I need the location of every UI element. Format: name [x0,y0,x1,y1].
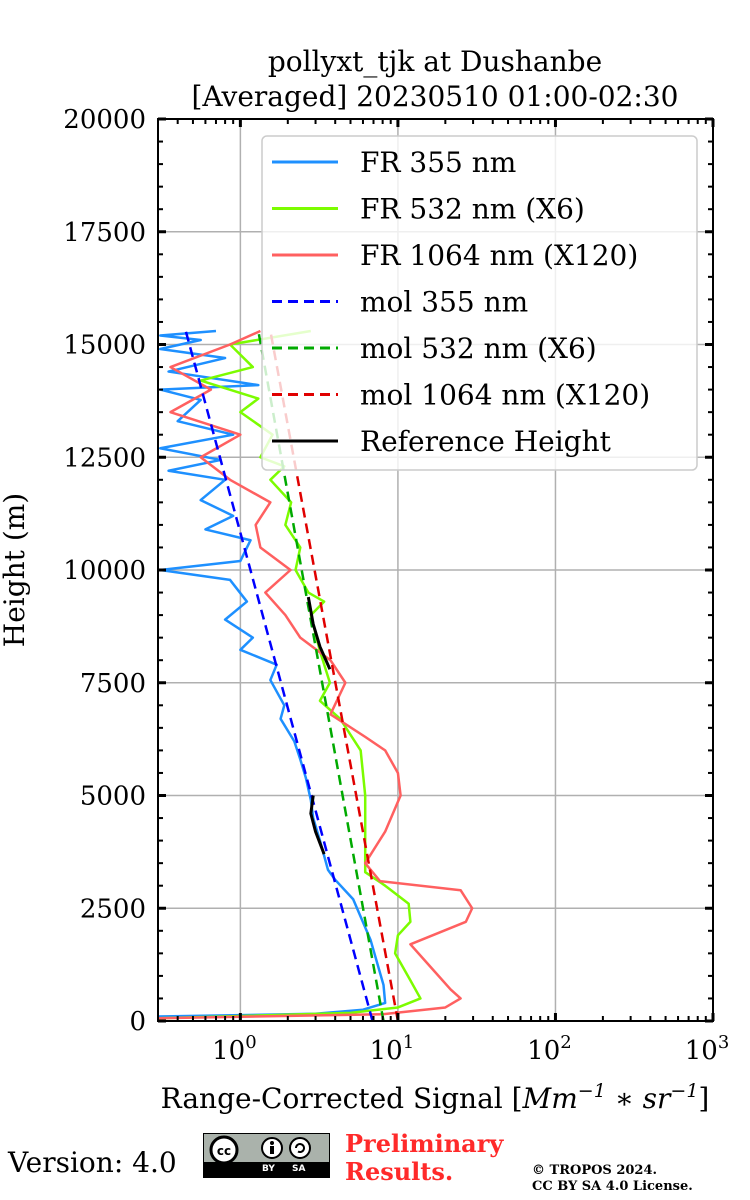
legend-label: mol 532 nm (X6) [360,332,597,365]
legend-label: mol 355 nm [360,286,528,319]
cc-license-badge: cc BY SA [203,1133,330,1178]
x-tick-label: 102 [527,1032,572,1066]
prelim-line1: Preliminary [345,1129,504,1158]
series-line-6 [306,596,332,670]
version-label: Version: 4.0 [8,1146,177,1179]
x-tick-label: 100 [212,1032,257,1066]
chart-title-line2: [Averaged] 20230510 01:00-02:30 [192,80,679,113]
y-tick-label: 2500 [80,894,146,924]
legend-label: Reference Height [360,425,612,458]
y-tick-label: 17500 [63,218,146,248]
x-axis-label: Range-Corrected Signal [Mm−1 ∗ sr−1] [161,1080,710,1115]
legend-label: FR 355 nm [360,146,516,179]
chart: pollyxt_tjk at Dushanbe [Averaged] 20230… [0,45,730,1115]
y-tick-label: 7500 [80,669,146,699]
series-line-3 [184,330,374,1021]
y-tick-label: 15000 [63,331,146,361]
preliminary-notice: Preliminary Results. [345,1130,503,1186]
y-axis-label: Height (m) [0,493,31,647]
prelim-line2: Results. [345,1157,454,1186]
copyright: © TROPOS 2024. CC BY SA 4.0 License. [532,1163,693,1195]
copyright-line1: © TROPOS 2024. [532,1163,658,1178]
legend-label: FR 1064 nm (X120) [360,239,638,272]
y-tick-label: 12500 [63,443,146,473]
y-tick-label: 10000 [63,556,146,586]
cc-by-sa-text: BY SA [204,1162,329,1177]
x-tick-label: 103 [685,1032,730,1066]
svg-text:cc: cc [217,1144,231,1158]
series-line-2 [158,329,474,1020]
y-tick-label: 20000 [63,105,146,135]
copyright-line2: CC BY SA 4.0 License. [532,1179,693,1194]
chart-title-line1: pollyxt_tjk at Dushanbe [268,45,602,78]
x-tick-label: 101 [370,1032,415,1066]
cc-icons: cc [209,1135,311,1165]
y-tick-label: 0 [129,1007,146,1037]
legend-box [261,135,698,471]
legend: FR 355 nm FR 532 nm (X6) FR 1064 nm (X120)… [261,135,698,471]
y-tick-label: 5000 [80,782,146,812]
series-line-6 [309,795,326,855]
legend-label: mol 1064 nm (X120) [360,379,650,412]
legend-label: FR 532 nm (X6) [360,193,585,226]
